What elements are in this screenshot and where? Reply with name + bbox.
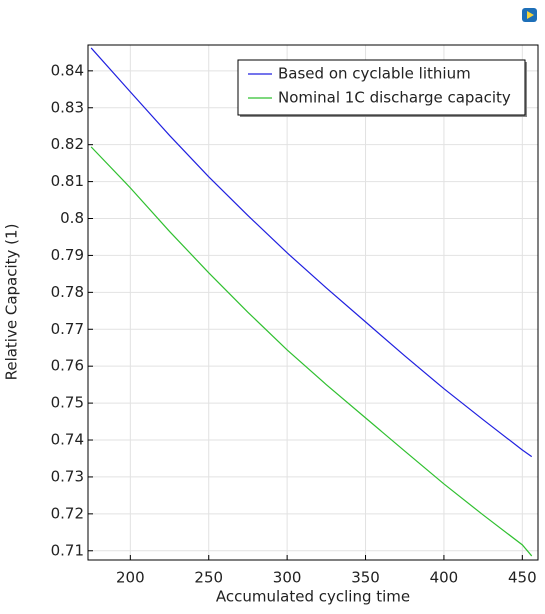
y-tick-label: 0.79 (51, 246, 84, 264)
x-tick-label: 350 (351, 569, 380, 587)
y-tick-label: 0.71 (51, 541, 84, 559)
y-tick-label: 0.84 (51, 61, 84, 79)
y-tick-label: 0.76 (51, 357, 84, 375)
plot-frame (87, 44, 539, 561)
y-tick-label: 0.72 (51, 504, 84, 522)
legend-box (237, 59, 526, 116)
y-axis-label: Relative Capacity (1) (3, 224, 21, 381)
y-tick-label: 0.73 (51, 467, 84, 485)
legend-label: Based on cyclable lithium (278, 65, 471, 83)
series-line (90, 146, 533, 557)
toolbar-icon[interactable] (522, 8, 537, 22)
x-tick-label: 300 (273, 569, 302, 587)
y-tick-label: 0.8 (60, 209, 84, 227)
legend-label: Nominal 1C discharge capacity (278, 89, 511, 107)
x-tick-label: 450 (508, 569, 537, 587)
y-tick-label: 0.81 (51, 172, 84, 190)
x-axis-label: Accumulated cycling time (216, 588, 410, 606)
legend: Based on cyclable lithium Nominal 1C disc… (237, 59, 527, 117)
y-tick-label: 0.83 (51, 98, 84, 116)
x-tick-label: 250 (194, 569, 223, 587)
y-tick-label: 0.77 (51, 320, 84, 338)
y-tick-label: 0.75 (51, 394, 84, 412)
y-tick-label: 0.78 (51, 283, 84, 301)
x-tick-label: 400 (430, 569, 459, 587)
y-tick-label: 0.82 (51, 135, 84, 153)
y-tick-label: 0.74 (51, 431, 84, 449)
series-line (90, 47, 533, 458)
x-tick-label: 200 (116, 569, 145, 587)
